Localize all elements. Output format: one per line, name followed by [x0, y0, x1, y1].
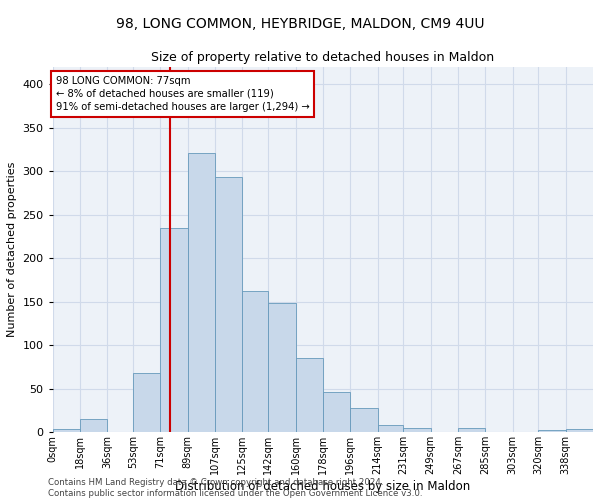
- Text: 98 LONG COMMON: 77sqm
← 8% of detached houses are smaller (119)
91% of semi-deta: 98 LONG COMMON: 77sqm ← 8% of detached h…: [56, 76, 310, 112]
- Y-axis label: Number of detached properties: Number of detached properties: [7, 162, 17, 338]
- Bar: [296, 358, 323, 432]
- Bar: [323, 392, 350, 432]
- Bar: [350, 408, 377, 432]
- Bar: [268, 302, 296, 432]
- Bar: [566, 429, 593, 432]
- Bar: [242, 290, 268, 432]
- Bar: [53, 429, 80, 432]
- Bar: [538, 430, 566, 432]
- Bar: [80, 420, 107, 432]
- Title: Size of property relative to detached houses in Maldon: Size of property relative to detached ho…: [151, 52, 494, 64]
- Bar: [403, 428, 431, 432]
- Bar: [188, 153, 215, 432]
- Bar: [458, 428, 485, 432]
- Bar: [215, 178, 242, 432]
- Bar: [377, 426, 403, 432]
- X-axis label: Distribution of detached houses by size in Maldon: Distribution of detached houses by size …: [175, 480, 470, 493]
- Bar: [133, 373, 160, 432]
- Bar: [160, 228, 188, 432]
- Text: 98, LONG COMMON, HEYBRIDGE, MALDON, CM9 4UU: 98, LONG COMMON, HEYBRIDGE, MALDON, CM9 …: [116, 18, 484, 32]
- Text: Contains HM Land Registry data © Crown copyright and database right 2024.
Contai: Contains HM Land Registry data © Crown c…: [48, 478, 422, 498]
